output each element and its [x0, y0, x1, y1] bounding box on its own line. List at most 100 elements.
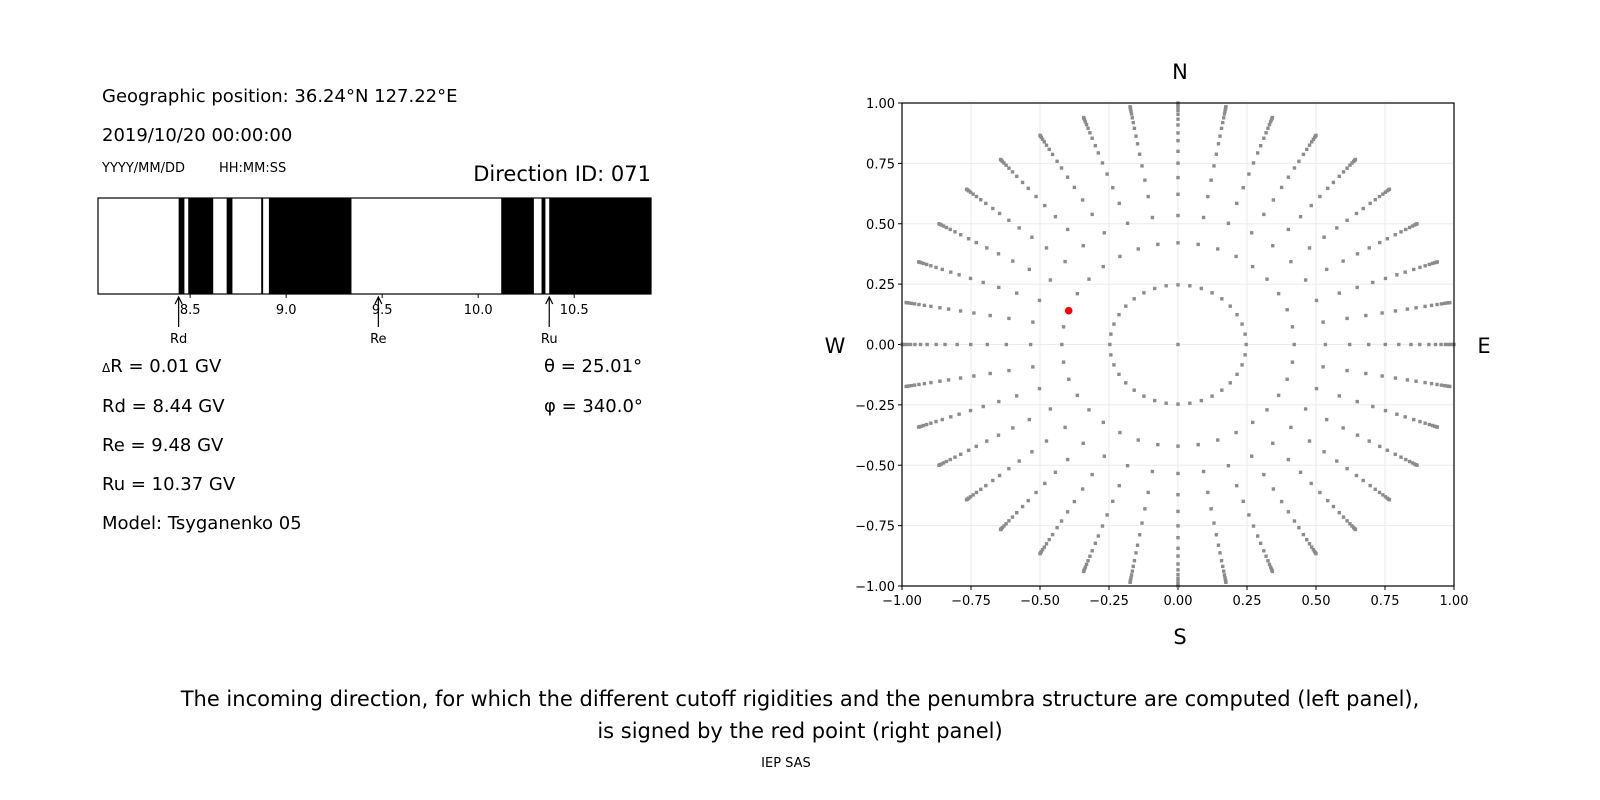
direction-point [1176, 112, 1180, 117]
direction-point [1059, 519, 1064, 523]
direction-point [1262, 472, 1266, 477]
direction-point [1404, 457, 1408, 462]
direction-point [1050, 532, 1055, 537]
direction-point [1266, 126, 1270, 130]
direction-point [1410, 224, 1415, 228]
direction-point [1383, 342, 1387, 347]
direction-point [1096, 151, 1101, 155]
direction-point [1364, 371, 1368, 376]
x-tick-label: 1.00 [1440, 594, 1469, 609]
direction-point [1212, 521, 1216, 525]
direction-point [1234, 254, 1238, 259]
x-tick-label: 0.25 [1233, 594, 1262, 609]
selected-direction-point [1064, 306, 1073, 315]
direction-point [955, 342, 959, 347]
penumbra-band [261, 198, 264, 294]
direction-point [1142, 291, 1146, 295]
direction-point [1418, 265, 1422, 270]
direction-point [1221, 120, 1225, 125]
direction-point [1271, 487, 1276, 491]
penumbra-band [501, 198, 534, 294]
direction-point [1305, 147, 1309, 152]
direction-point [1111, 185, 1115, 190]
direction-point [1124, 381, 1128, 385]
direction-point [1010, 515, 1015, 519]
direction-point [1048, 278, 1053, 282]
direction-point [1314, 551, 1318, 556]
direction-point [1090, 549, 1094, 553]
direction-point [1355, 252, 1360, 256]
direction-point [1080, 198, 1085, 202]
direction-point [1286, 227, 1291, 232]
direction-point [922, 303, 927, 308]
direction-point [1004, 163, 1008, 167]
direction-point [1084, 122, 1089, 127]
direction-point [1331, 180, 1336, 185]
direction-point [1381, 493, 1385, 497]
direction-point [957, 412, 961, 416]
y-tick-label: 0.00 [866, 339, 895, 354]
direction-point [1043, 203, 1047, 208]
direction-point [1090, 472, 1094, 477]
direction-point [1188, 284, 1192, 288]
direction-point [1128, 580, 1132, 585]
direction-point [1322, 450, 1326, 454]
x-tick-label: 9.5 [372, 303, 393, 318]
direction-point [908, 342, 913, 347]
direction-point [1268, 120, 1273, 124]
direction-point [1031, 320, 1035, 324]
penumbra-band [549, 198, 651, 294]
direction-point [1367, 439, 1371, 443]
direction-point [1234, 430, 1238, 435]
x-tick-label: −0.25 [1089, 594, 1129, 609]
datetime: 2019/10/20 00:00:00 [102, 125, 293, 146]
direction-point [1026, 498, 1030, 503]
direction-point [1086, 126, 1090, 130]
direction-point [946, 378, 951, 382]
direction-point [1216, 543, 1221, 547]
direction-point [1347, 342, 1352, 347]
direction-point [1292, 342, 1296, 347]
direction-point [941, 224, 946, 228]
direction-point [909, 383, 914, 388]
direction-point [1117, 372, 1121, 377]
direction-point [1065, 175, 1070, 179]
direction-point [1135, 142, 1140, 146]
direction-point [1102, 231, 1107, 235]
x-tick-label: 0.75 [1371, 594, 1400, 609]
direction-point [1216, 247, 1220, 251]
direction-point [1423, 304, 1427, 309]
direction-point [1111, 499, 1115, 504]
direction-point [1081, 441, 1085, 445]
direction-point [1303, 407, 1308, 411]
direction-point [1348, 163, 1352, 167]
direction-point [1176, 138, 1180, 143]
direction-point [1031, 365, 1035, 369]
direction-point [1244, 342, 1248, 347]
direction-point [1442, 301, 1447, 306]
direction-point [1309, 203, 1313, 208]
direction-point [1063, 425, 1067, 430]
direction-point [1044, 246, 1049, 250]
direction-point [1405, 378, 1410, 382]
direction-point [1152, 286, 1157, 291]
direction-point [1341, 170, 1346, 174]
direction-point [1201, 469, 1206, 474]
direction-point [1433, 342, 1438, 347]
direction-point [1267, 562, 1272, 567]
direction-point [934, 419, 938, 424]
direction-point [1014, 291, 1019, 295]
direction-point [1267, 122, 1272, 127]
direction-point [1105, 172, 1109, 176]
direction-point [944, 459, 949, 464]
direction-point [964, 498, 969, 502]
direction-point [1373, 197, 1377, 202]
direction-point [1311, 547, 1316, 552]
direction-point [1415, 222, 1419, 226]
direction-point [1265, 408, 1269, 412]
direction-point [1314, 386, 1319, 391]
direction-point [1235, 372, 1239, 377]
direction-point [1007, 466, 1011, 471]
direction-point [1383, 408, 1388, 413]
direction-point [1086, 559, 1090, 563]
